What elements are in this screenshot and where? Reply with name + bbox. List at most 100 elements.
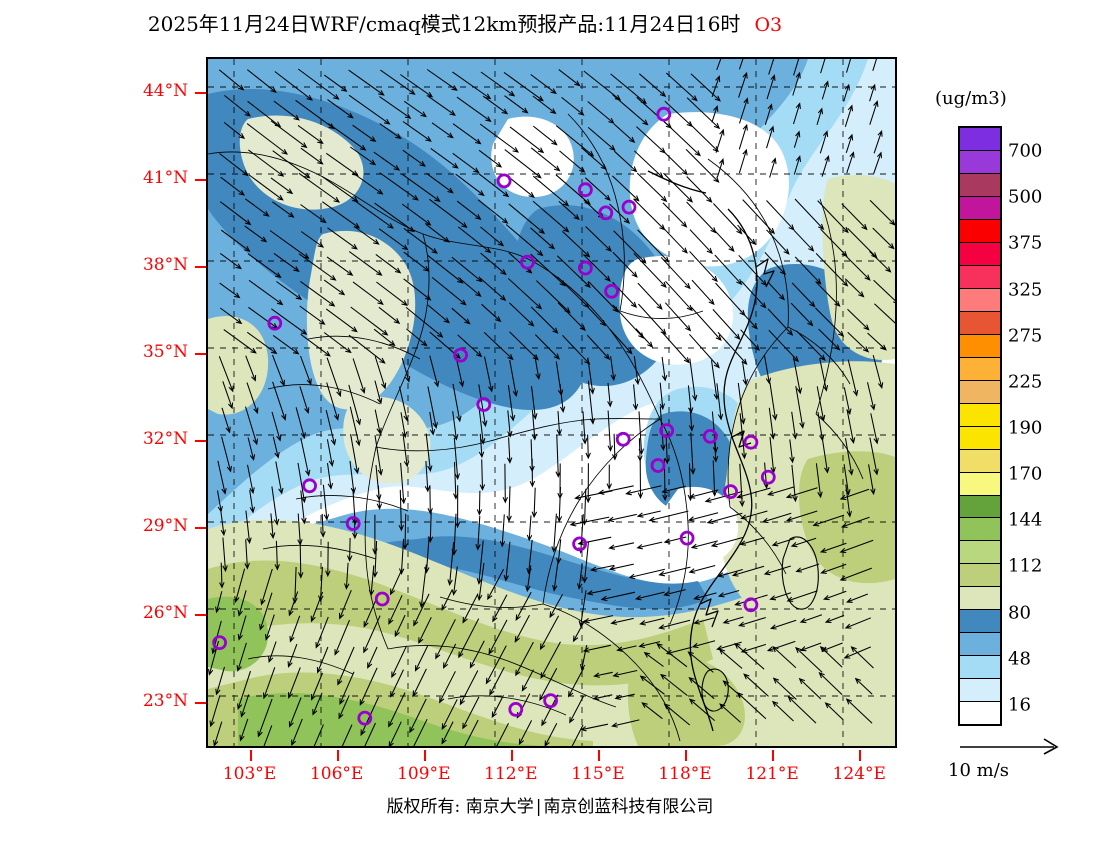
wind-arrow <box>509 126 545 154</box>
station-marker[interactable] <box>659 423 675 439</box>
wind-arrow <box>300 490 307 525</box>
station-marker[interactable] <box>267 315 283 331</box>
wind-arrow <box>734 642 765 670</box>
wind-arrow <box>508 203 546 235</box>
station-marker[interactable] <box>357 710 373 726</box>
wind-arrow <box>462 593 479 624</box>
wind-arrow <box>816 107 824 126</box>
wind-arrow <box>845 484 853 518</box>
wind-arrow <box>406 328 428 347</box>
station-marker[interactable] <box>615 431 631 447</box>
wind-arrow <box>607 383 613 408</box>
station-marker[interactable] <box>374 591 390 607</box>
colorbar[interactable] <box>958 126 1002 726</box>
wind-arrow <box>476 490 483 516</box>
wind-arrow <box>394 614 406 638</box>
station-markers[interactable] <box>212 106 776 726</box>
wind-arrow <box>738 148 748 174</box>
wind-arrow <box>812 514 845 527</box>
wind-arrow <box>551 513 557 553</box>
wind-arrow <box>271 308 308 335</box>
wind-arrow <box>658 566 691 577</box>
colorbar-swatch <box>960 656 1000 680</box>
wind-arrow <box>270 120 308 149</box>
map-plot-area[interactable] <box>206 57 897 748</box>
station-marker[interactable] <box>577 260 593 276</box>
wind-arrow <box>427 485 433 515</box>
wind-arrow <box>263 725 273 746</box>
concentration-map[interactable] <box>208 59 895 746</box>
wind-arrow <box>578 590 587 628</box>
wind-arrow <box>820 563 847 574</box>
lon-tick <box>510 750 513 761</box>
station-marker[interactable] <box>656 106 672 122</box>
station-marker[interactable] <box>453 347 469 363</box>
station-marker[interactable] <box>212 635 228 650</box>
station-marker[interactable] <box>519 254 535 270</box>
wind-arrow <box>869 437 879 476</box>
wind-arrow <box>613 150 638 173</box>
wind-arrow <box>717 568 743 578</box>
station-marker[interactable] <box>496 173 512 189</box>
colorbar-swatch <box>960 541 1000 565</box>
station-marker[interactable] <box>345 516 361 531</box>
wind-arrow <box>839 567 872 581</box>
station-marker[interactable] <box>572 536 588 552</box>
wind-arrow <box>795 646 823 673</box>
station-marker[interactable] <box>743 597 759 613</box>
station-marker[interactable] <box>543 693 559 708</box>
wind-arrow <box>424 536 430 574</box>
wind-arrow <box>529 458 536 488</box>
islands <box>701 536 819 712</box>
wind-arrow <box>583 70 622 101</box>
wind-arrow <box>219 252 242 270</box>
station-marker[interactable] <box>621 199 637 215</box>
wind-arrow <box>515 591 532 622</box>
wind-arrow <box>792 102 801 125</box>
wind-arrow <box>639 617 665 626</box>
wind-arrow <box>349 146 377 166</box>
wind-arrow <box>273 252 300 272</box>
station-marker[interactable] <box>598 205 614 221</box>
wind-arrow <box>572 620 586 643</box>
wind-arrow <box>637 458 644 499</box>
wind-arrow <box>632 384 639 411</box>
wind-arrow <box>274 540 280 571</box>
lon-tick <box>772 750 775 761</box>
station-marker[interactable] <box>760 469 776 485</box>
colorbar-swatch <box>960 128 1000 151</box>
wind-arrow <box>327 227 358 250</box>
station-marker[interactable] <box>723 484 738 500</box>
station-marker[interactable] <box>508 702 524 717</box>
station-marker[interactable] <box>702 428 718 444</box>
wind-arrow <box>600 591 636 602</box>
wind-arrow <box>475 515 481 551</box>
wind-arrow <box>840 516 870 528</box>
station-marker[interactable] <box>679 530 695 546</box>
station-marker[interactable] <box>577 182 593 198</box>
colorbar-swatch <box>960 288 1000 312</box>
station-marker[interactable] <box>650 458 666 473</box>
wind-arrow <box>597 485 634 495</box>
wind-arrow <box>530 386 538 420</box>
wind-arrow <box>785 510 818 522</box>
lat-tick <box>195 178 206 181</box>
wind-arrow <box>872 59 878 71</box>
wind-arrow <box>452 411 459 441</box>
wind-arrow <box>612 433 618 461</box>
colorbar-tick-label: 48 <box>1008 648 1031 670</box>
wind-arrow <box>441 699 458 730</box>
wind-arrow <box>693 617 715 625</box>
station-marker[interactable] <box>604 283 620 299</box>
station-marker[interactable] <box>743 434 759 450</box>
wind-arrow <box>628 568 666 580</box>
lon-tick-label: 112°E <box>484 764 538 784</box>
wind-arrow <box>688 408 695 432</box>
station-marker[interactable] <box>476 397 492 412</box>
wind-arrow <box>637 282 663 310</box>
wind-arrow <box>634 150 664 179</box>
lon-tick <box>336 750 339 761</box>
wind-arrow <box>792 71 801 96</box>
wind-arrow <box>374 380 383 405</box>
station-marker[interactable] <box>302 478 317 494</box>
